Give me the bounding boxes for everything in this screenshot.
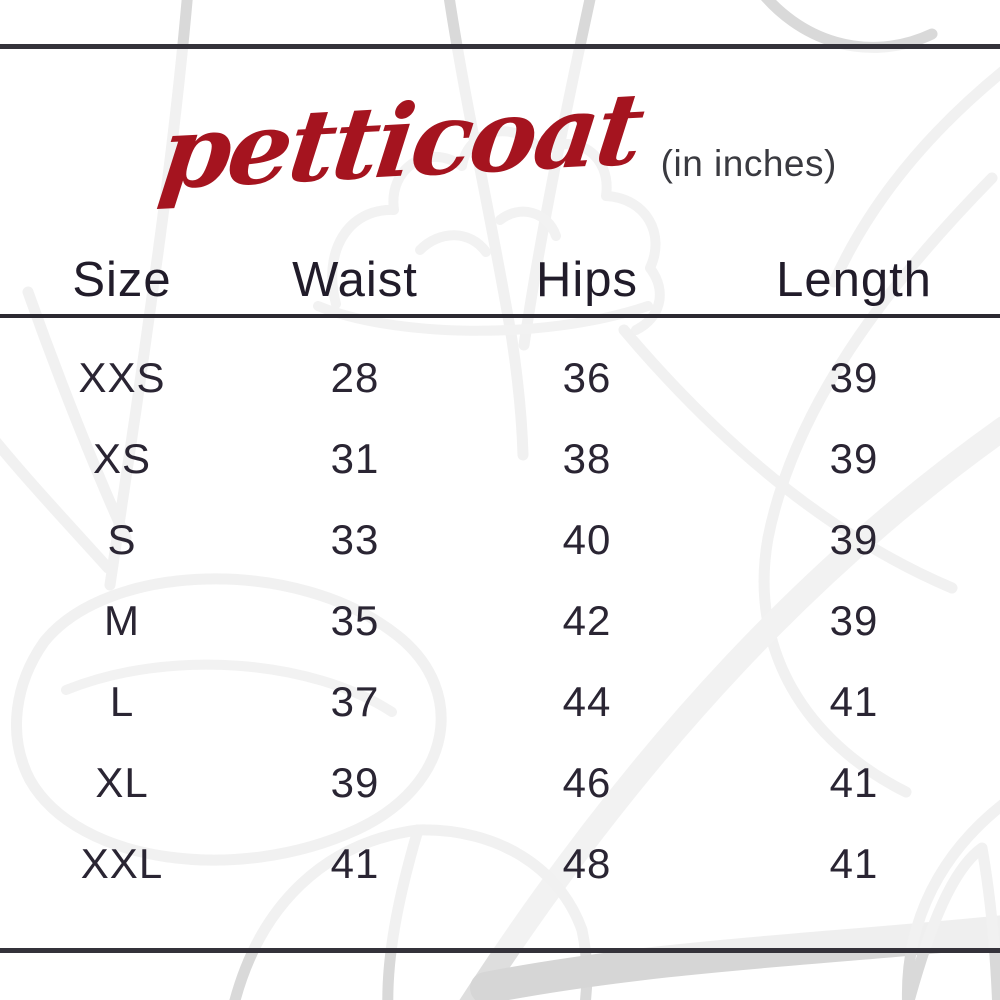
waist-cell: 37 xyxy=(330,677,380,725)
waist-cell: 33 xyxy=(330,515,380,563)
size-cell: XL xyxy=(95,758,149,806)
hips-cell: 46 xyxy=(562,758,612,806)
length-cell: 39 xyxy=(829,434,879,482)
hips-cell: 42 xyxy=(562,596,612,644)
column-header-length: Length xyxy=(776,253,932,307)
column-header-hips: Hips xyxy=(535,253,639,307)
column-header-waist: Waist xyxy=(292,253,418,307)
table-row: XXS 28 36 39 xyxy=(0,337,1000,418)
page-title: petticoat xyxy=(154,69,648,213)
table-row: XS 31 38 39 xyxy=(0,418,1000,499)
size-cell: L xyxy=(109,677,135,725)
size-cell: XS xyxy=(92,434,152,482)
size-chart-table: XXS 28 36 39 XS 31 38 39 S 33 40 39 M 35… xyxy=(0,337,1000,904)
bottom-rule xyxy=(0,948,1000,953)
length-cell: 39 xyxy=(829,596,879,644)
hips-cell: 48 xyxy=(562,839,612,887)
table-header-row: Size Waist Hips Length xyxy=(0,248,1000,312)
size-cell: S xyxy=(107,515,137,563)
length-cell: 39 xyxy=(829,515,879,563)
length-cell: 41 xyxy=(829,677,879,725)
table-row: XL 39 46 41 xyxy=(0,742,1000,823)
hips-cell: 38 xyxy=(562,434,612,482)
table-row: S 33 40 39 xyxy=(0,499,1000,580)
size-cell: M xyxy=(104,596,140,644)
column-header-size: Size xyxy=(72,253,172,307)
header-divider xyxy=(0,314,1000,318)
hips-cell: 44 xyxy=(562,677,612,725)
table-row: M 35 42 39 xyxy=(0,580,1000,661)
length-cell: 41 xyxy=(829,839,879,887)
waist-cell: 39 xyxy=(330,758,380,806)
waist-cell: 35 xyxy=(330,596,380,644)
chart-title-row: petticoat (in inches) xyxy=(0,70,1000,213)
length-cell: 41 xyxy=(829,758,879,806)
table-row: L 37 44 41 xyxy=(0,661,1000,742)
unit-note: (in inches) xyxy=(660,143,837,184)
waist-cell: 28 xyxy=(330,353,380,401)
waist-cell: 31 xyxy=(330,434,380,482)
hips-cell: 36 xyxy=(562,353,612,401)
length-cell: 39 xyxy=(829,353,879,401)
waist-cell: 41 xyxy=(330,839,380,887)
table-row: XXL 41 48 41 xyxy=(0,823,1000,904)
size-cell: XXS xyxy=(78,353,166,401)
top-rule xyxy=(0,44,1000,49)
size-cell: XXL xyxy=(80,839,164,887)
hips-cell: 40 xyxy=(562,515,612,563)
card-overlay xyxy=(0,49,1000,948)
